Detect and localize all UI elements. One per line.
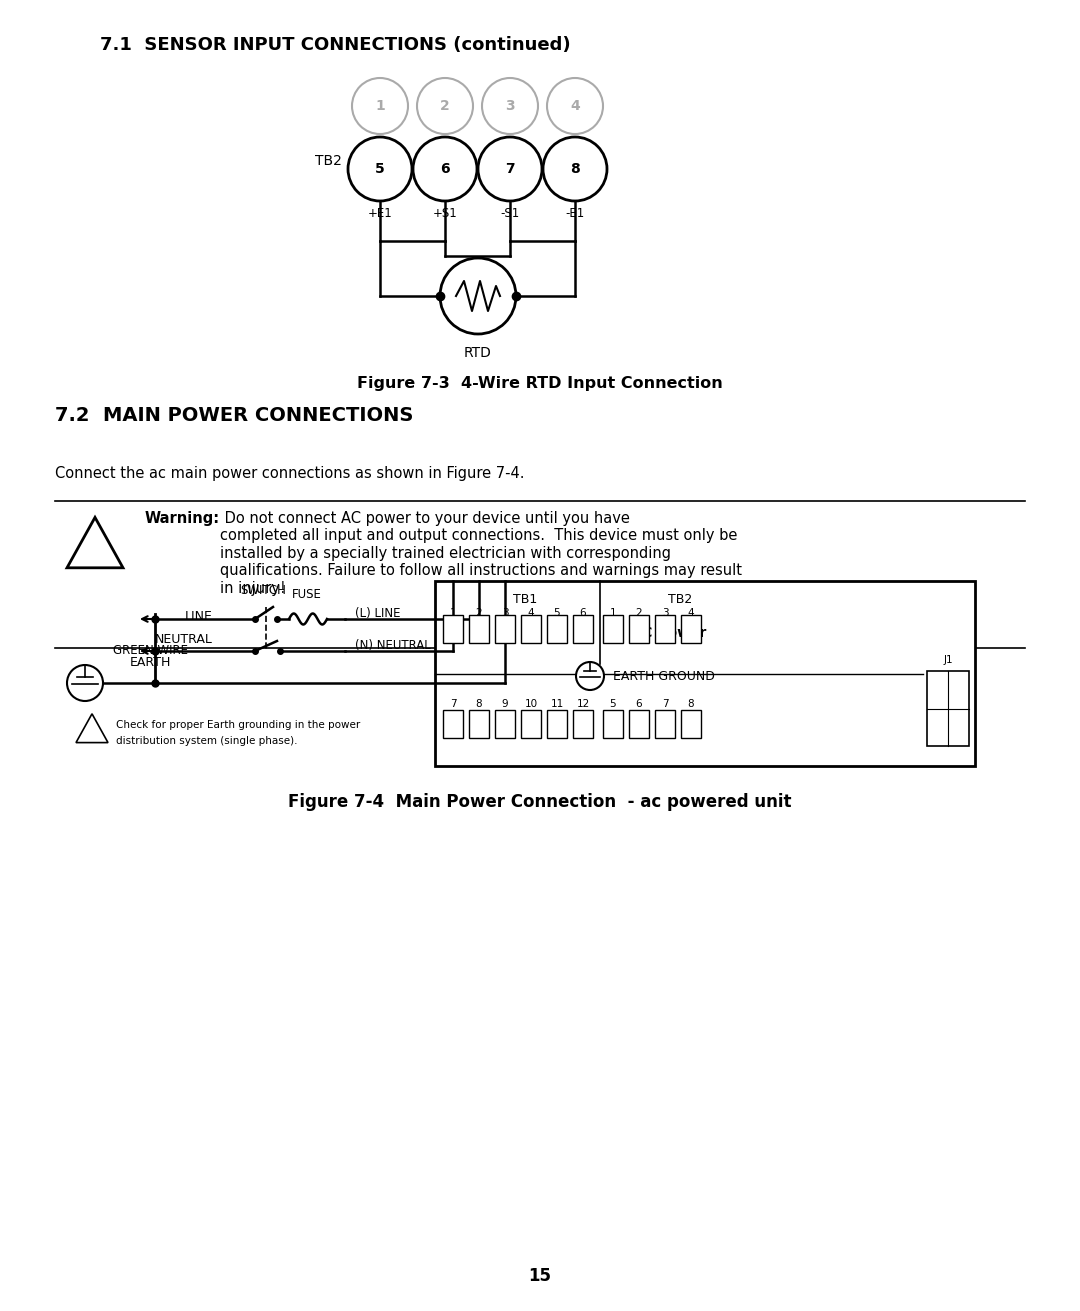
Text: (L) LINE: (L) LINE bbox=[355, 607, 401, 620]
Text: Figure 7-3  4-Wire RTD Input Connection: Figure 7-3 4-Wire RTD Input Connection bbox=[357, 376, 723, 391]
Circle shape bbox=[67, 665, 103, 701]
Text: !: ! bbox=[91, 543, 99, 561]
Text: 15: 15 bbox=[528, 1266, 552, 1285]
Polygon shape bbox=[76, 713, 108, 742]
Text: -S1: -S1 bbox=[500, 207, 519, 220]
Text: 7: 7 bbox=[449, 699, 457, 709]
Text: 5: 5 bbox=[375, 163, 384, 176]
Text: 3: 3 bbox=[934, 722, 941, 732]
Polygon shape bbox=[67, 518, 123, 568]
Bar bbox=[495, 711, 515, 738]
Text: EARTH GROUND: EARTH GROUND bbox=[613, 670, 715, 683]
Text: 6: 6 bbox=[636, 699, 643, 709]
Text: 2: 2 bbox=[441, 100, 450, 113]
Bar bbox=[629, 615, 649, 642]
Circle shape bbox=[482, 77, 538, 134]
Text: 6: 6 bbox=[441, 163, 449, 176]
Text: LINE: LINE bbox=[185, 610, 213, 623]
Circle shape bbox=[352, 77, 408, 134]
Circle shape bbox=[413, 138, 477, 201]
Text: 2: 2 bbox=[636, 608, 643, 617]
Bar bbox=[443, 615, 463, 642]
Text: NEUTRAL: NEUTRAL bbox=[156, 632, 213, 645]
Text: 7.2  MAIN POWER CONNECTIONS: 7.2 MAIN POWER CONNECTIONS bbox=[55, 406, 414, 425]
Circle shape bbox=[417, 77, 473, 134]
Text: 9: 9 bbox=[502, 699, 509, 709]
Text: 12: 12 bbox=[577, 699, 590, 709]
Circle shape bbox=[478, 138, 542, 201]
Bar bbox=[435, 581, 975, 766]
Text: TB2: TB2 bbox=[667, 593, 692, 606]
Text: 7.1  SENSOR INPUT CONNECTIONS (continued): 7.1 SENSOR INPUT CONNECTIONS (continued) bbox=[100, 35, 570, 54]
Text: +S1: +S1 bbox=[433, 207, 457, 220]
Text: (N) NEUTRAL: (N) NEUTRAL bbox=[355, 638, 431, 652]
Text: GREEN WIRE: GREEN WIRE bbox=[113, 645, 188, 658]
Bar bbox=[573, 615, 593, 642]
Text: !: ! bbox=[90, 728, 95, 738]
Bar bbox=[603, 615, 623, 642]
Bar bbox=[546, 615, 567, 642]
Text: 8: 8 bbox=[688, 699, 694, 709]
Bar bbox=[629, 711, 649, 738]
Bar bbox=[681, 711, 701, 738]
Text: 3: 3 bbox=[505, 100, 515, 113]
Text: 1: 1 bbox=[449, 608, 457, 617]
Bar bbox=[546, 711, 567, 738]
Text: 8: 8 bbox=[570, 163, 580, 176]
Bar bbox=[469, 711, 489, 738]
Text: 1: 1 bbox=[375, 100, 384, 113]
Text: 4: 4 bbox=[570, 100, 580, 113]
Bar bbox=[521, 615, 541, 642]
Text: 4: 4 bbox=[528, 608, 535, 617]
Text: 3: 3 bbox=[502, 608, 509, 617]
Bar bbox=[469, 615, 489, 642]
Circle shape bbox=[576, 662, 604, 690]
Text: Warning:: Warning: bbox=[145, 511, 220, 526]
Text: Connect the ac main power connections as shown in Figure 7-4.: Connect the ac main power connections as… bbox=[55, 465, 525, 481]
Text: 2: 2 bbox=[956, 686, 961, 695]
Text: distribution system (single phase).: distribution system (single phase). bbox=[116, 735, 297, 746]
Text: 8: 8 bbox=[475, 699, 483, 709]
Circle shape bbox=[543, 138, 607, 201]
Text: RTD: RTD bbox=[464, 346, 491, 361]
Text: +E1: +E1 bbox=[367, 207, 392, 220]
Bar bbox=[521, 711, 541, 738]
Text: -E1: -E1 bbox=[565, 207, 584, 220]
Bar bbox=[654, 615, 675, 642]
Text: Figure 7-4  Main Power Connection  - ac powered unit: Figure 7-4 Main Power Connection - ac po… bbox=[288, 793, 792, 812]
Text: ∼  AC Power: ∼ AC Power bbox=[610, 625, 706, 640]
Circle shape bbox=[348, 138, 411, 201]
Text: 6: 6 bbox=[580, 608, 586, 617]
Text: TB1: TB1 bbox=[513, 593, 537, 606]
Bar bbox=[495, 615, 515, 642]
Text: 11: 11 bbox=[551, 699, 564, 709]
Text: 3: 3 bbox=[662, 608, 669, 617]
Text: 4: 4 bbox=[956, 722, 961, 732]
Text: EARTH: EARTH bbox=[130, 657, 172, 670]
Bar bbox=[573, 711, 593, 738]
Text: FUSE: FUSE bbox=[292, 589, 322, 600]
Text: J1: J1 bbox=[943, 656, 953, 665]
Text: Do not connect AC power to your device until you have
completed all input and ou: Do not connect AC power to your device u… bbox=[220, 511, 742, 595]
Circle shape bbox=[546, 77, 603, 134]
Text: Check for proper Earth grounding in the power: Check for proper Earth grounding in the … bbox=[116, 720, 361, 730]
Bar bbox=[443, 711, 463, 738]
Bar bbox=[927, 671, 969, 746]
Bar bbox=[681, 615, 701, 642]
Text: 7: 7 bbox=[505, 163, 515, 176]
Text: 10: 10 bbox=[525, 699, 538, 709]
Bar bbox=[654, 711, 675, 738]
Text: 1: 1 bbox=[934, 686, 941, 695]
Text: 7: 7 bbox=[662, 699, 669, 709]
Text: 5: 5 bbox=[554, 608, 561, 617]
Text: 2: 2 bbox=[475, 608, 483, 617]
Text: SWITCH: SWITCH bbox=[240, 583, 286, 597]
Circle shape bbox=[440, 258, 516, 334]
Bar bbox=[603, 711, 623, 738]
Text: TB2: TB2 bbox=[315, 153, 342, 168]
Text: 1: 1 bbox=[610, 608, 617, 617]
Text: 5: 5 bbox=[610, 699, 617, 709]
Text: 4: 4 bbox=[688, 608, 694, 617]
